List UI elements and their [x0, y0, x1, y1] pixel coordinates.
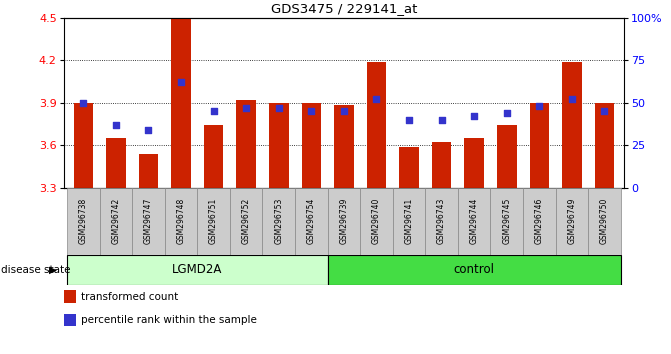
Text: GSM296743: GSM296743 [437, 198, 446, 245]
Text: GSM296751: GSM296751 [209, 198, 218, 244]
Bar [164, 188, 197, 255]
Text: GSM296752: GSM296752 [242, 198, 251, 244]
Point [501, 110, 512, 116]
Bar [230, 188, 262, 255]
Bar [67, 255, 327, 285]
Bar [497, 125, 517, 188]
Bar [529, 103, 549, 188]
Text: GSM296740: GSM296740 [372, 198, 381, 245]
Bar [399, 147, 419, 188]
Point [78, 100, 89, 105]
Bar [393, 188, 425, 255]
Bar [432, 142, 452, 188]
Text: GSM296739: GSM296739 [340, 198, 348, 245]
Bar [106, 138, 125, 188]
Bar [301, 103, 321, 188]
Bar [236, 100, 256, 188]
Text: GSM296753: GSM296753 [274, 198, 283, 245]
Text: ▶: ▶ [49, 265, 57, 275]
Text: GSM296746: GSM296746 [535, 198, 544, 245]
Bar [366, 62, 386, 188]
Text: GSM296748: GSM296748 [176, 198, 185, 244]
Bar [64, 314, 76, 326]
Bar [588, 188, 621, 255]
Bar [562, 62, 582, 188]
Bar [360, 188, 393, 255]
Bar [491, 188, 523, 255]
Point [404, 117, 415, 122]
Bar [197, 188, 230, 255]
Point [208, 108, 219, 114]
Text: GSM296745: GSM296745 [503, 198, 511, 245]
Bar [556, 188, 588, 255]
Bar [64, 291, 76, 303]
Text: GSM296747: GSM296747 [144, 198, 153, 245]
Text: GSM296742: GSM296742 [111, 198, 120, 244]
Point [371, 96, 382, 102]
Bar [295, 188, 327, 255]
Bar [139, 154, 158, 188]
Bar [67, 188, 99, 255]
Bar [269, 103, 289, 188]
Title: GDS3475 / 229141_at: GDS3475 / 229141_at [270, 2, 417, 15]
Point [469, 113, 480, 119]
Point [566, 96, 577, 102]
Bar [171, 19, 191, 188]
Bar [458, 188, 491, 255]
Point [143, 127, 154, 133]
Text: GSM296738: GSM296738 [79, 198, 88, 244]
Text: GSM296744: GSM296744 [470, 198, 478, 245]
Point [241, 105, 252, 110]
Bar [464, 138, 484, 188]
Point [436, 117, 447, 122]
Bar [74, 103, 93, 188]
Bar [99, 188, 132, 255]
Point [273, 105, 284, 110]
Bar [327, 255, 621, 285]
Bar [132, 188, 164, 255]
Point [338, 108, 349, 114]
Text: GSM296741: GSM296741 [405, 198, 413, 244]
Bar [327, 188, 360, 255]
Bar [523, 188, 556, 255]
Point [534, 103, 545, 109]
Text: control: control [454, 263, 495, 276]
Text: GSM296750: GSM296750 [600, 198, 609, 245]
Text: GSM296754: GSM296754 [307, 198, 316, 245]
Bar [595, 103, 614, 188]
Text: transformed count: transformed count [81, 292, 178, 302]
Text: LGMD2A: LGMD2A [172, 263, 223, 276]
Bar [334, 105, 354, 188]
Text: percentile rank within the sample: percentile rank within the sample [81, 315, 256, 325]
Text: GSM296749: GSM296749 [568, 198, 576, 245]
Bar [204, 125, 223, 188]
Bar [425, 188, 458, 255]
Point [176, 79, 187, 85]
Bar [262, 188, 295, 255]
Text: disease state: disease state [1, 265, 70, 275]
Point [306, 108, 317, 114]
Point [599, 108, 610, 114]
Point [111, 122, 121, 127]
